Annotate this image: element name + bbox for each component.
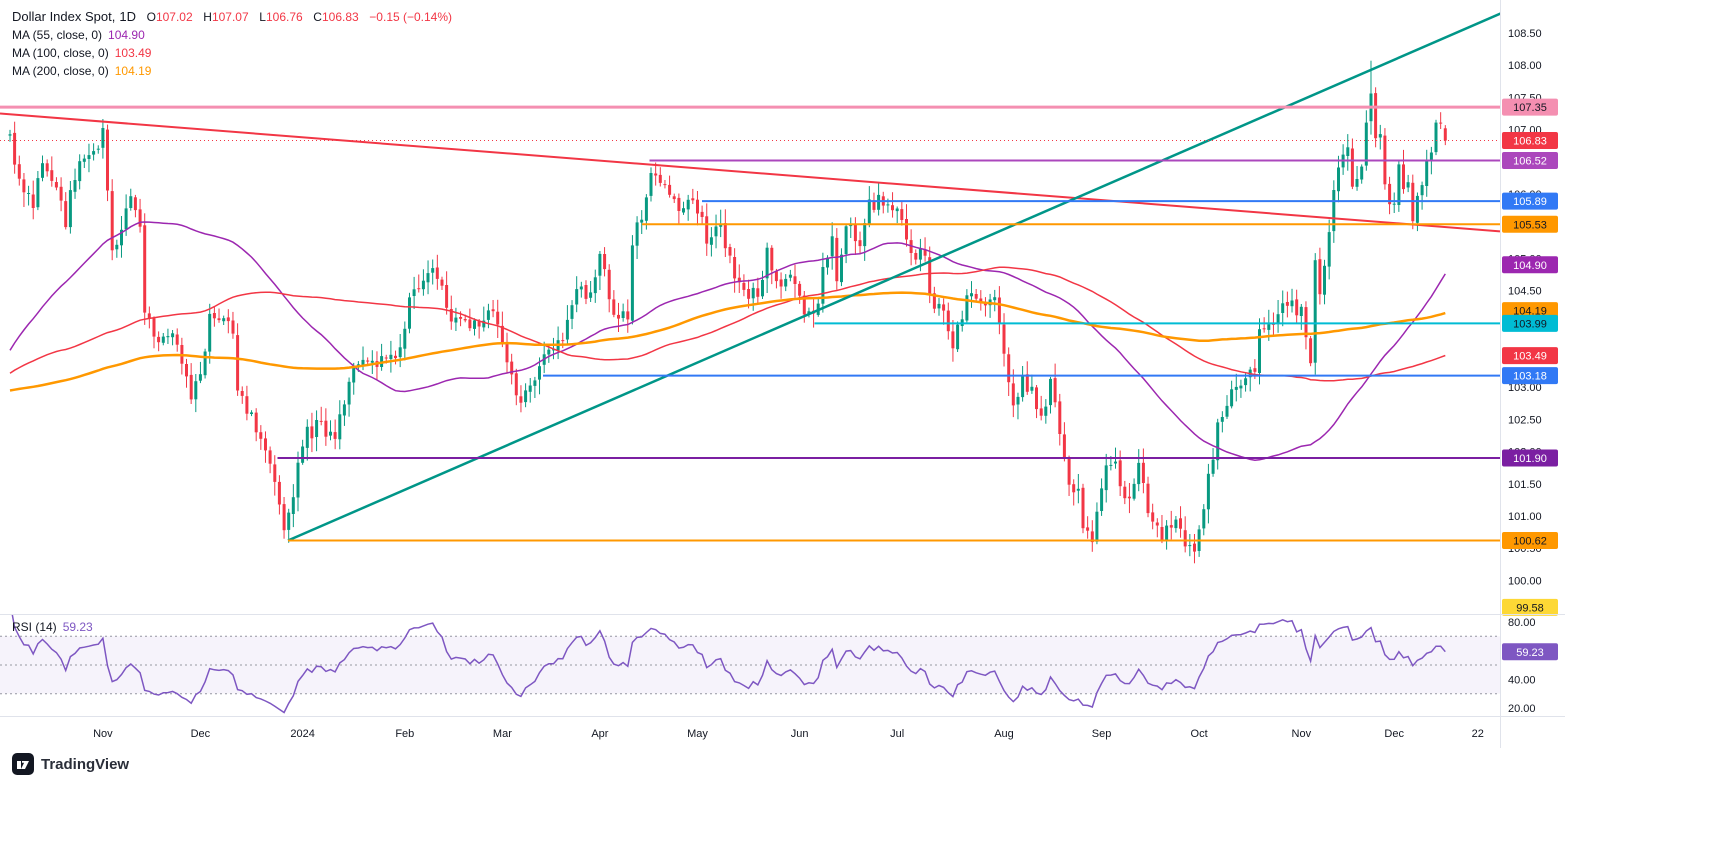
price-badge-105.53: 105.53: [1502, 215, 1558, 233]
ma-100-legend[interactable]: MA (100, close, 0) 103.49: [12, 45, 452, 62]
timeframe-label[interactable]: 1D: [119, 9, 136, 24]
open-label: O: [146, 10, 156, 24]
time-axis[interactable]: Nov Dec 2024 Feb Mar Apr May Jun Jul Aug Sep Oct Nov…: [93, 728, 1484, 740]
time-label-Jul: Jul: [890, 728, 904, 740]
price-badge-106.52: 106.52: [1502, 152, 1558, 169]
close-value: 106.83: [321, 10, 359, 24]
tradingview-logo: [12, 753, 34, 775]
svg-text:106.52: 106.52: [1513, 156, 1547, 168]
ma-100-label: MA (100, close, 0): [12, 46, 109, 60]
symbol-legend: Dollar Index Spot, 1D O107.02 H107.07 L10…: [12, 8, 452, 80]
candles-layer: [8, 60, 1447, 564]
price-badge-104.19: 104.19: [1502, 302, 1558, 320]
svg-text:107.35: 107.35: [1513, 102, 1547, 114]
rsi-tick: 80.00: [1508, 617, 1536, 629]
tradingview-watermark[interactable]: TradingView: [12, 753, 129, 775]
ma-200-legend[interactable]: MA (200, close, 0) 104.19: [12, 63, 452, 80]
price-badge-101.90: 101.90: [1502, 449, 1558, 467]
price-tick: 102.50: [1508, 414, 1542, 426]
svg-text:99.58: 99.58: [1516, 602, 1544, 614]
time-label-Dec: Dec: [191, 728, 211, 740]
rsi-label: RSI (14): [12, 620, 57, 634]
svg-text:105.89: 105.89: [1513, 196, 1547, 208]
svg-text:104.19: 104.19: [1513, 306, 1547, 318]
ma-100-value: 103.49: [114, 46, 152, 60]
price-badge-103.18: 103.18: [1502, 367, 1558, 385]
time-label-Nov: Nov: [1292, 728, 1312, 740]
price-badge-103.49: 103.49: [1502, 347, 1558, 365]
time-label-Oct: Oct: [1191, 728, 1208, 740]
descending-trendline[interactable]: [0, 112, 1500, 233]
price-badge-99.58: 99.58: [1502, 598, 1558, 616]
rsi-pane[interactable]: [0, 602, 1500, 714]
time-label-Sep: Sep: [1092, 728, 1112, 740]
svg-text:103.18: 103.18: [1513, 371, 1547, 383]
ascending-trendline[interactable]: [287, 11, 1508, 542]
price-badge-106.83: 106.83: [1502, 132, 1558, 149]
time-label-Apr: Apr: [591, 728, 608, 740]
ma-200-label: MA (200, close, 0): [12, 64, 109, 78]
svg-text:105.53: 105.53: [1513, 219, 1547, 231]
price-badge-100.62: 100.62: [1502, 532, 1558, 549]
tradingview-wordmark: TradingView: [41, 755, 130, 773]
svg-text:103.49: 103.49: [1513, 351, 1547, 363]
ma-55-value: 104.90: [108, 28, 145, 42]
price-tick: 100.00: [1508, 575, 1542, 587]
price-tick: 103.00: [1508, 382, 1542, 394]
rsi-value: 59.23: [62, 620, 93, 634]
price-badge-103.99: 103.99: [1502, 314, 1558, 332]
price-axis[interactable]: 100.00100.50101.00101.50102.00102.50103.…: [1502, 28, 1558, 715]
open-value: 107.02: [155, 10, 193, 24]
svg-text:100.62: 100.62: [1513, 536, 1547, 548]
time-label-Nov: Nov: [93, 728, 113, 740]
price-badge-104.90: 104.90: [1502, 256, 1558, 274]
svg-text:101.90: 101.90: [1513, 453, 1547, 465]
symbol-row: Dollar Index Spot, 1D O107.02 H107.07 L10…: [12, 8, 452, 26]
price-tick: 101.00: [1508, 511, 1542, 523]
price-badge-107.35: 107.35: [1502, 98, 1558, 116]
low-value: 106.76: [265, 10, 303, 24]
ma-55-label: MA (55, close, 0): [12, 28, 103, 42]
time-label-Feb: Feb: [395, 728, 414, 740]
price-tick: 108.00: [1508, 60, 1542, 72]
rsi-tick: 20.00: [1508, 703, 1536, 715]
high-value: 107.07: [211, 10, 249, 24]
symbol-title[interactable]: Dollar Index Spot: [12, 9, 112, 24]
time-label-22: 22: [1472, 728, 1484, 740]
svg-text:59.23: 59.23: [1516, 647, 1544, 659]
price-tick: 104.50: [1508, 286, 1542, 298]
symbol-separator: ,: [111, 9, 116, 24]
time-label-May: May: [687, 728, 708, 740]
time-label-Dec: Dec: [1384, 728, 1404, 740]
rsi-line: [11, 614, 1446, 714]
rsi-legend[interactable]: RSI (14) 59.23: [12, 620, 93, 634]
low-label: L: [259, 10, 266, 24]
time-label-Mar: Mar: [493, 728, 512, 740]
ma-55-line: [9, 221, 1446, 461]
ma-100-line: [9, 266, 1446, 382]
time-label-Jun: Jun: [791, 728, 809, 740]
ma-200-line: [9, 291, 1446, 392]
time-label-Aug: Aug: [994, 728, 1014, 740]
time-label-2024: 2024: [290, 728, 314, 740]
rsi-badge: 59.23: [1502, 643, 1558, 661]
svg-text:104.90: 104.90: [1513, 260, 1547, 272]
chart-canvas[interactable]: 100.00100.50101.00101.50102.00102.50103.…: [0, 0, 1565, 760]
change-value: −0.15 (−0.14%): [369, 10, 453, 24]
close-label: C: [313, 10, 322, 24]
price-tick: 101.50: [1508, 479, 1542, 491]
svg-text:103.99: 103.99: [1513, 318, 1547, 330]
price-pane[interactable]: [0, 11, 1508, 564]
ma-55-legend[interactable]: MA (55, close, 0) 104.90: [12, 27, 452, 44]
svg-text:106.83: 106.83: [1513, 136, 1547, 148]
price-badge-105.89: 105.89: [1502, 192, 1558, 210]
ma-200-value: 104.19: [114, 64, 152, 78]
high-label: H: [203, 10, 212, 24]
rsi-tick: 40.00: [1508, 674, 1536, 686]
price-tick: 108.50: [1508, 28, 1542, 40]
